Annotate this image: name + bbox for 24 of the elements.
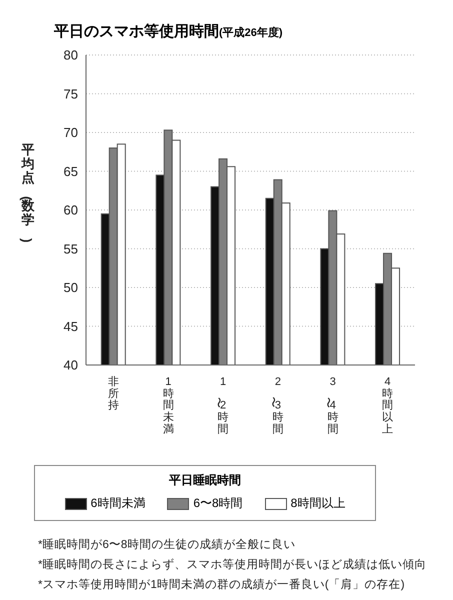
x-tick-label: 1時間未満: [162, 376, 174, 436]
y-tick-label: 40: [64, 358, 78, 373]
y-tick-label: 60: [64, 202, 78, 218]
legend-label: 6時間未満: [90, 495, 146, 512]
y-axis-title: 平均点(数学): [20, 142, 36, 243]
text: *睡眠時間が6〜8時間の生徒の成績が全般に良い: [38, 538, 296, 553]
legend-title: 平日睡眠時間: [168, 472, 242, 489]
x-tick-label: 1〜2時間: [212, 376, 229, 436]
y-tick-label: 55: [64, 241, 78, 256]
legend-label: 8時間以上: [290, 495, 346, 512]
y-tick-label: 65: [64, 164, 78, 179]
x-tick-label: 非所持: [108, 374, 119, 412]
x-tick-label: 2〜3時間: [266, 376, 284, 436]
text: *睡眠時間の長さによらず、スマホ等使用時間が長いほど成績は低い傾向: [38, 558, 428, 573]
y-tick-label: 50: [64, 280, 78, 296]
y-tick-label: 45: [64, 318, 78, 334]
y-tick-label: 70: [64, 125, 78, 140]
x-tick-label: 4時間以上: [382, 376, 394, 436]
x-tick-label: 3〜4時間: [322, 376, 338, 436]
text: *スマホ等使用時間が1時間未満の群の成績が一番良い(「肩」の存在): [38, 577, 406, 593]
y-tick-label: 80: [64, 48, 78, 63]
chart-subtitle: (平成26年度): [219, 27, 283, 39]
legend-label: 6〜8時間: [192, 495, 243, 512]
y-tick-label: 75: [64, 86, 78, 102]
